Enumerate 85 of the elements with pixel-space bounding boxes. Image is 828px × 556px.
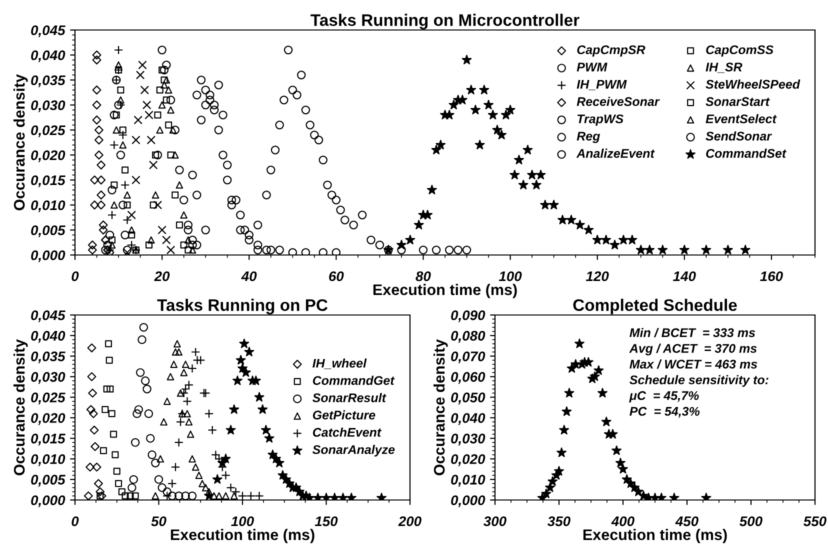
y-axis-title: Occurance density bbox=[434, 339, 448, 476]
legend-label: CapComSS bbox=[706, 45, 774, 57]
x-tick-label: 0 bbox=[72, 271, 79, 282]
y-tick-label: 0,040 bbox=[31, 330, 66, 343]
legend-label: CapCmpSR bbox=[577, 45, 646, 57]
x-tick-label: 100 bbox=[231, 516, 254, 526]
x-tick-label: 500 bbox=[740, 516, 762, 526]
x-tick-label: 60 bbox=[329, 271, 344, 282]
legend-label: IH_wheel bbox=[312, 358, 367, 370]
legend-label: EventSelect bbox=[706, 114, 777, 124]
x-tick-label: 450 bbox=[675, 516, 698, 526]
x-tick-label: 0 bbox=[72, 516, 79, 526]
x-tick-label: 120 bbox=[586, 271, 609, 282]
chart-title: Tasks Running on Microcontroller bbox=[310, 14, 580, 30]
y-tick-label: 0,000 bbox=[31, 495, 66, 508]
y-tick-label: 0,020 bbox=[31, 150, 66, 162]
legend-label: AnalizeEvent bbox=[576, 148, 655, 158]
y-tick-label: 0,025 bbox=[31, 392, 66, 404]
annotation: Min / BCET = 333 ms bbox=[630, 328, 756, 338]
legend-label: Reg bbox=[576, 132, 600, 144]
y-tick-label: 0,015 bbox=[31, 175, 66, 188]
annotation: Avg / ACET = 370 ms bbox=[629, 344, 757, 356]
x-tick-label: 140 bbox=[673, 271, 696, 282]
legend-label: PWM bbox=[576, 62, 608, 72]
y-tick-label: 0,030 bbox=[31, 100, 66, 112]
y-axis-title: Occurance density bbox=[14, 339, 28, 476]
legend-label: GetPicture bbox=[312, 410, 376, 420]
x-tick-label: 100 bbox=[498, 271, 522, 282]
legend-label: CatchEvent bbox=[312, 428, 382, 437]
legend-label: CommandSet bbox=[706, 148, 787, 158]
y-tick-label: 0,035 bbox=[31, 75, 66, 88]
x-tick-label: 150 bbox=[314, 516, 338, 526]
annotation: Schedule sensitivity to: bbox=[630, 375, 768, 387]
annotation: μC = 45,7% bbox=[629, 391, 699, 402]
y-tick-label: 0,020 bbox=[451, 454, 486, 466]
legend-label: ReceiveSonar bbox=[576, 96, 660, 106]
y-tick-label: 0,005 bbox=[31, 474, 66, 487]
y-tick-label: 0,030 bbox=[31, 372, 66, 384]
x-tick-label: 80 bbox=[416, 271, 431, 282]
x-tick-label: 350 bbox=[548, 516, 570, 526]
y-tick-label: 0,070 bbox=[451, 351, 486, 364]
annotation: PC = 54,3% bbox=[630, 406, 700, 418]
annotation: Max / WCET = 463 ms bbox=[630, 359, 758, 369]
legend-label: IH_PWM bbox=[576, 80, 627, 90]
y-tick-label: 0,035 bbox=[31, 351, 66, 364]
legend-label: TrapWS bbox=[577, 114, 624, 126]
y-tick-label: 0,010 bbox=[451, 474, 486, 487]
x-tick-label: 50 bbox=[151, 516, 166, 526]
x-tick-label: 200 bbox=[398, 516, 422, 526]
chart-title: Tasks Running on PC bbox=[157, 298, 328, 314]
y-tick-label: 0,040 bbox=[451, 413, 486, 425]
y-tick-label: 0,025 bbox=[31, 125, 66, 138]
y-tick-label: 0,015 bbox=[31, 434, 66, 446]
y-tick-label: 0,090 bbox=[451, 310, 486, 322]
legend-label: SendSonar bbox=[706, 131, 772, 141]
y-tick-label: 0,010 bbox=[31, 200, 66, 212]
x-tick-label: 160 bbox=[760, 271, 783, 282]
y-tick-label: 0,020 bbox=[31, 413, 66, 425]
x-tick-label: 20 bbox=[154, 271, 170, 282]
y-tick-label: 0,080 bbox=[451, 330, 486, 343]
y-tick-label: 0,040 bbox=[31, 50, 66, 62]
x-tick-label: 40 bbox=[241, 271, 257, 282]
legend-label: SteWheelSPeed bbox=[706, 80, 800, 89]
y-tick-label: 0,030 bbox=[451, 434, 486, 446]
x-tick-label: 550 bbox=[804, 516, 826, 526]
legend-label: SonarAnalyze bbox=[312, 444, 395, 457]
x-tick-label: 400 bbox=[611, 516, 634, 526]
x-axis-title: Execution time (ms) bbox=[373, 284, 517, 298]
y-tick-label: 0,050 bbox=[451, 392, 486, 404]
y-tick-label: 0,000 bbox=[31, 250, 66, 262]
legend-label: SonarStart bbox=[706, 97, 770, 106]
x-axis-title: Execution time (ms) bbox=[170, 528, 314, 544]
y-tick-label: 0,045 bbox=[31, 25, 66, 38]
y-tick-label: 0,010 bbox=[31, 454, 66, 466]
x-tick-label: 300 bbox=[484, 516, 506, 526]
y-tick-label: 0,000 bbox=[451, 495, 486, 508]
legend-label: IH_SR bbox=[706, 62, 742, 73]
y-axis-title: Occurance density bbox=[14, 74, 28, 210]
y-tick-label: 0,060 bbox=[451, 372, 486, 384]
x-axis-title: Execution time (ms) bbox=[583, 528, 727, 544]
legend-label: SonarResult bbox=[312, 393, 386, 402]
chart-title: Completed Schedule bbox=[573, 298, 737, 314]
legend-label: CommandGet bbox=[312, 376, 395, 385]
y-tick-label: 0,005 bbox=[31, 225, 66, 238]
y-tick-label: 0,045 bbox=[31, 310, 66, 322]
